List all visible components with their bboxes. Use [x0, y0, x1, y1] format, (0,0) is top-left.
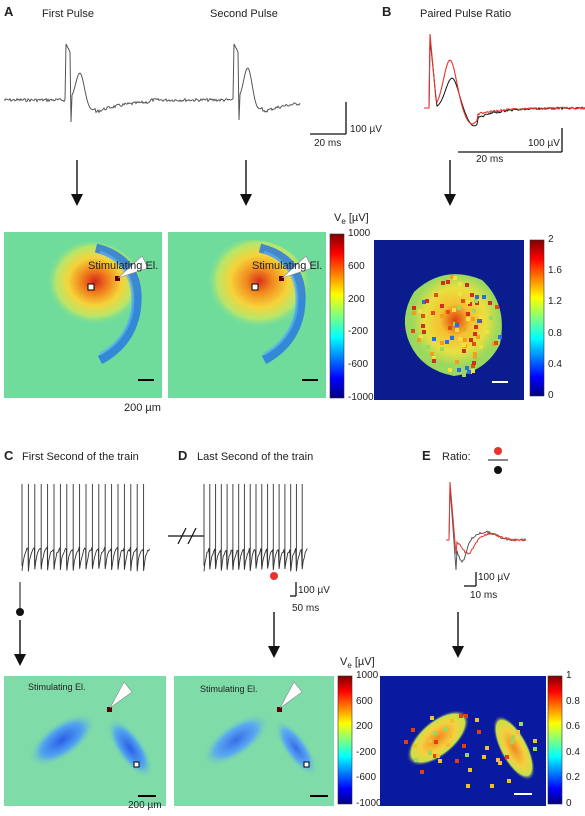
panel-c-space-scale: 200 µm — [128, 800, 162, 811]
colorbar-tick-label: -200 — [348, 326, 369, 338]
panel-b-title: Paired Pulse Ratio — [420, 8, 512, 20]
panel-a-title-second-pulse: Second Pulse — [210, 8, 278, 20]
colorbar-tick-label: 0.4 — [566, 746, 580, 758]
panel-c-title: First Second of the train — [22, 451, 139, 463]
panel-d-map: Stimulating El. — [174, 676, 334, 806]
panel-letter-e: E — [422, 448, 431, 463]
panel-b-colorbar — [529, 239, 545, 397]
panel-a-scalebar-voltage: 100 µV — [350, 124, 382, 135]
panel-d-colorbar-title: Ve [µV] — [340, 656, 375, 671]
panel-a-map-second-pulse: Stimulating El. — [168, 232, 326, 398]
panel-b-arrow — [444, 160, 456, 206]
colorbar-tick-label: 200 — [348, 293, 365, 305]
colorbar-tick-label: 2 — [548, 234, 554, 245]
colorbar-tick-label: 0.8 — [566, 695, 580, 707]
panel-a-stim-label-right: Stimulating El. — [252, 260, 323, 272]
panel-letter-a: A — [4, 4, 14, 19]
panel-d-title: Last Second of the train — [197, 451, 314, 463]
panel-letter-d: D — [178, 448, 188, 463]
panel-letter-c: C — [4, 448, 14, 463]
panel-e-traces — [446, 481, 527, 587]
panel-b-scalebar-voltage: 100 µV — [528, 138, 560, 149]
panel-a-colorbar-title: Ve [µV] — [334, 212, 369, 227]
colorbar-tick-label: 600 — [356, 695, 373, 707]
colorbar-tick-label: 1 — [566, 670, 572, 681]
colorbar-tick-label: -600 — [348, 359, 369, 371]
panel-d-break-symbol — [168, 527, 204, 545]
panel-a-scalebar-time: 20 ms — [314, 138, 342, 149]
panel-a-space-scale: 200 µm — [124, 402, 161, 414]
colorbar-tick-label: 0 — [548, 390, 554, 401]
panel-d-train-trace — [203, 484, 308, 597]
colorbar-tick-label: 200 — [356, 721, 373, 733]
colorbar-tick-label: -1000 — [356, 798, 382, 809]
colorbar-tick-label: 600 — [348, 260, 365, 272]
panel-e-map — [380, 676, 546, 806]
panel-a-arrow-right — [240, 160, 252, 206]
panel-e-arrow — [452, 612, 464, 658]
panel-a-title-first-pulse: First Pulse — [42, 8, 94, 20]
colorbar-tick-label: 1.6 — [548, 265, 562, 277]
panel-a-traces — [3, 43, 347, 135]
colorbar-tick-label: -1000 — [348, 392, 374, 403]
panel-e-scalebar-time: 10 ms — [470, 590, 498, 601]
colorbar-tick-label: 0.4 — [548, 358, 562, 370]
panel-c-stim-label: Stimulating El. — [28, 682, 86, 692]
colorbar-tick-label: 1000 — [348, 228, 371, 239]
panel-d-arrow — [268, 612, 280, 658]
panel-b-map-ratio — [374, 240, 524, 400]
panel-c-train-trace — [16, 484, 151, 616]
panel-d-stim-label: Stimulating El. — [200, 684, 258, 694]
colorbar-tick-label: 1000 — [356, 670, 379, 681]
panel-a-colorbar — [329, 233, 345, 399]
colorbar-tick-label: 0.6 — [566, 721, 580, 733]
colorbar-tick-label: 0.8 — [548, 327, 562, 339]
colorbar-tick-label: 0 — [566, 798, 572, 809]
colorbar-tick-label: 0.2 — [566, 772, 580, 784]
panel-d-colorbar — [337, 675, 353, 805]
panel-d-scalebar-time: 50 ms — [292, 603, 320, 614]
colorbar-tick-label: 1.2 — [548, 296, 562, 308]
colorbar-tick-label: -200 — [356, 746, 377, 758]
colorbar-tick-label: -600 — [356, 772, 377, 784]
panel-b-traces — [424, 33, 585, 153]
panel-e-colorbar — [547, 675, 563, 805]
panel-e-ratio-label: Ratio: — [442, 451, 471, 463]
panel-a-map-first-pulse: Stimulating El. — [4, 232, 162, 398]
panel-a-stim-label-left: Stimulating El. — [88, 260, 159, 272]
panel-c-arrow — [14, 620, 26, 666]
panel-a-arrow-left — [71, 160, 83, 206]
panel-e-ratio-symbol — [488, 447, 508, 474]
panel-d-scalebar-voltage: 100 µV — [298, 585, 330, 596]
panel-e-scalebar-voltage: 100 µV — [478, 572, 510, 583]
panel-c-map: Stimulating El. — [4, 676, 166, 806]
panel-letter-b: B — [382, 4, 392, 19]
panel-b-scalebar-time: 20 ms — [476, 154, 504, 165]
